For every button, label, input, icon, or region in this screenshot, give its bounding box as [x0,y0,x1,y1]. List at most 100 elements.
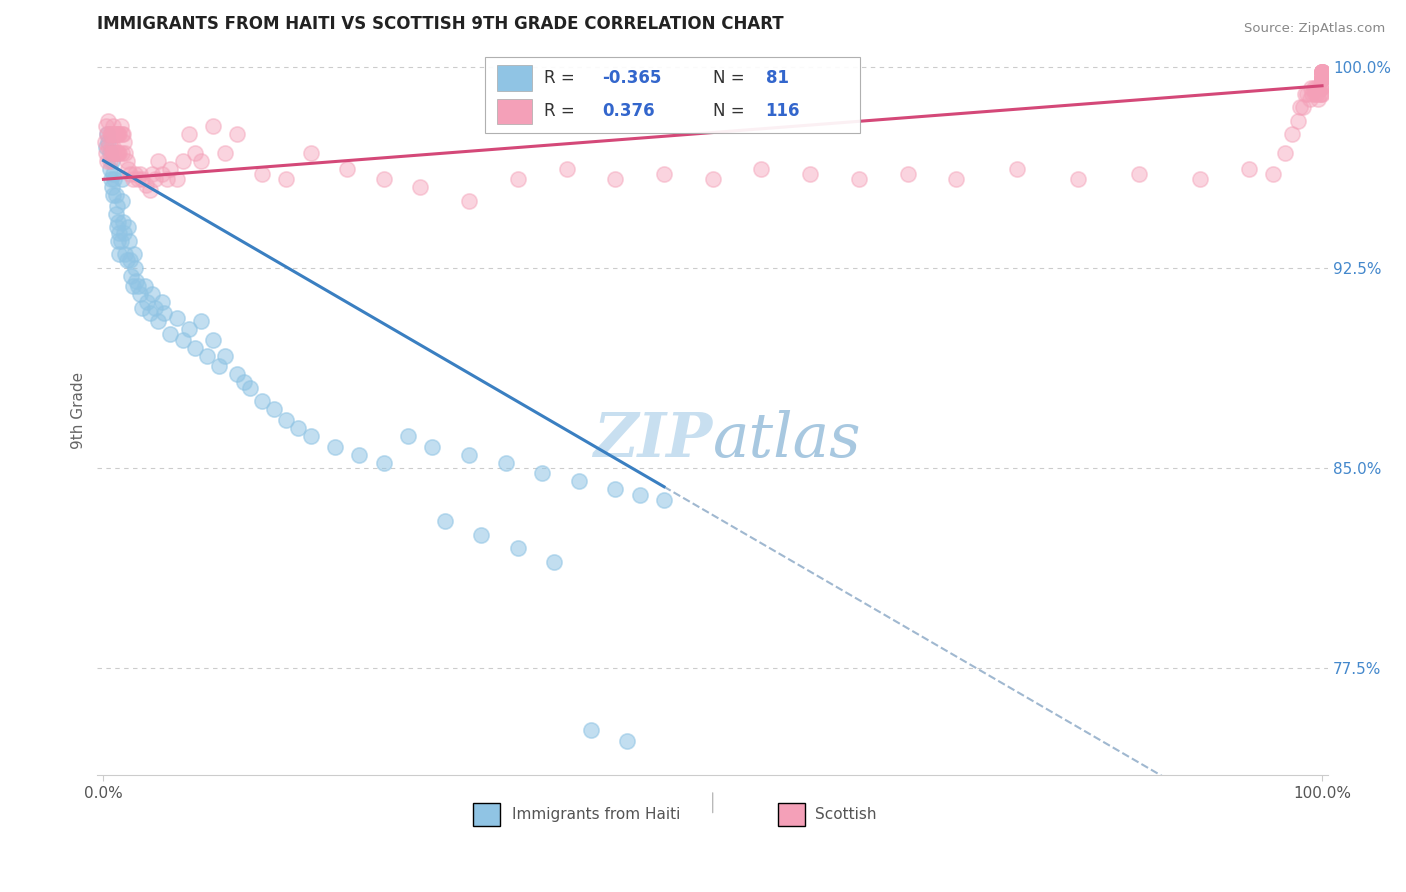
Text: IMMIGRANTS FROM HAITI VS SCOTTISH 9TH GRADE CORRELATION CHART: IMMIGRANTS FROM HAITI VS SCOTTISH 9TH GR… [97,15,785,33]
Point [94,140,117,154]
Point [250,394,273,409]
Point [409,180,432,194]
Point [94,145,117,160]
Point [1296,87,1319,101]
Y-axis label: 9th Grade: 9th Grade [72,372,86,449]
Point [105,199,128,213]
Point [799,167,821,181]
FancyBboxPatch shape [485,56,860,133]
Point [104,188,127,202]
Point [190,153,212,168]
Point [127,172,149,186]
Point [103,167,125,181]
Point [1310,70,1333,85]
Point [100,127,122,141]
Point [1310,87,1333,101]
Point [96,127,118,141]
Point [1128,167,1150,181]
Point [276,413,298,427]
Point [1310,70,1333,85]
Point [1189,172,1212,186]
Point [124,167,146,181]
Point [121,268,143,283]
Point [143,172,166,186]
Point [93,135,115,149]
Point [103,127,125,141]
Point [1289,100,1312,114]
Point [897,167,920,181]
Point [1310,65,1333,79]
Point [143,301,166,315]
Point [121,279,143,293]
Point [1301,87,1323,101]
Point [104,127,127,141]
Point [1299,81,1322,95]
Point [101,180,124,194]
Point [172,153,194,168]
Point [470,528,492,542]
Point [103,145,125,160]
Point [1310,65,1333,79]
Point [166,172,188,186]
Point [117,161,139,176]
Point [105,145,128,160]
Point [226,368,249,382]
Point [232,376,254,390]
Point [208,359,231,374]
Point [1294,87,1316,101]
Point [751,161,773,176]
Point [114,145,136,160]
Point [112,135,135,149]
Point [150,295,173,310]
Point [103,119,125,133]
Point [129,287,152,301]
Point [177,127,200,141]
Point [104,207,127,221]
Point [190,314,212,328]
Point [1305,81,1327,95]
Point [139,306,162,320]
Point [239,381,262,395]
Point [1310,70,1333,85]
Point [115,252,138,267]
Point [100,140,122,154]
Point [104,145,127,160]
Point [98,145,121,160]
Point [127,279,149,293]
Point [1310,65,1333,79]
Point [263,402,285,417]
Point [101,153,124,168]
Point [184,145,207,160]
Point [101,127,124,141]
Point [945,172,967,186]
Text: 0.376: 0.376 [602,103,655,120]
Text: atlas: atlas [713,409,862,470]
Point [110,234,132,248]
Point [1302,81,1324,95]
Point [135,178,157,192]
Point [628,488,651,502]
Point [125,274,148,288]
Point [1007,161,1029,176]
Point [214,145,236,160]
Point [506,541,529,556]
Point [1309,87,1331,101]
Point [118,234,141,248]
Point [117,220,139,235]
Point [531,467,554,481]
Point [159,161,181,176]
Point [153,306,176,320]
Point [107,215,129,229]
Point [495,456,517,470]
Point [98,127,121,141]
Point [148,314,170,328]
Point [276,172,298,186]
FancyBboxPatch shape [778,803,806,827]
Point [458,194,481,208]
Point [1310,65,1333,79]
Text: N =: N = [713,103,744,120]
Point [1310,70,1333,85]
Point [433,515,456,529]
Point [156,172,179,186]
Point [121,172,143,186]
